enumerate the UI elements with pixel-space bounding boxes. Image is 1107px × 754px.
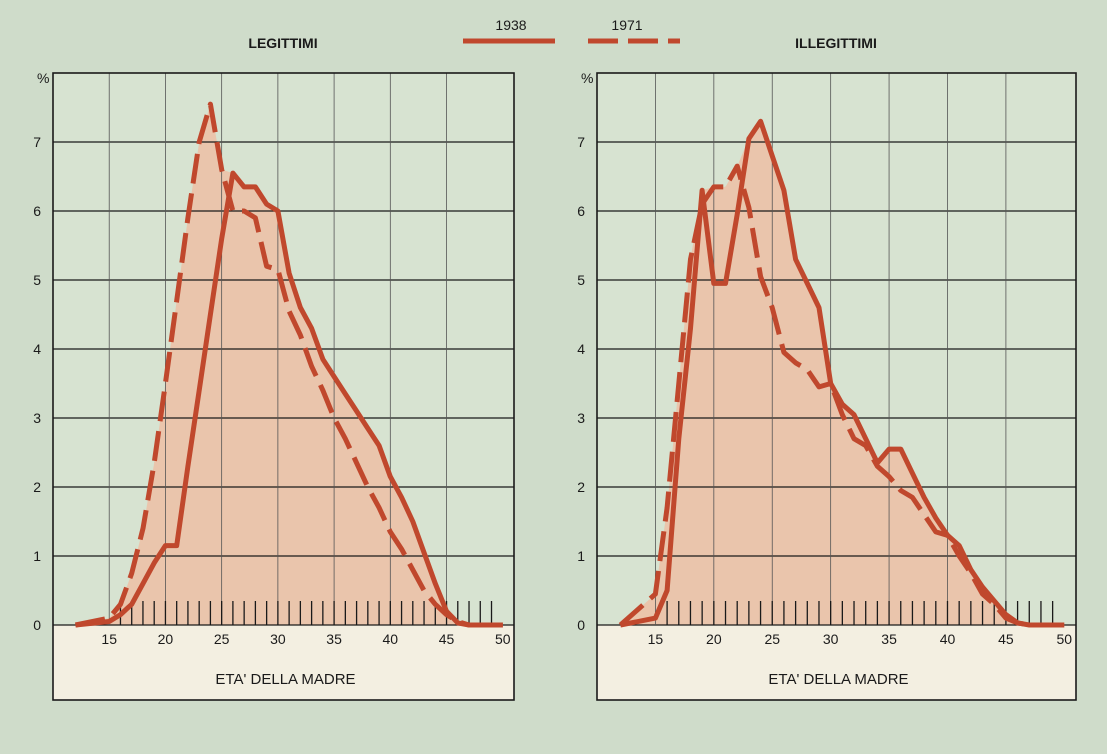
y-axis-label: %: [37, 70, 49, 86]
x-tick-label-20: 20: [706, 631, 722, 647]
x-tick-label-45: 45: [998, 631, 1014, 647]
x-tick-label-30: 30: [270, 631, 286, 647]
x-tick-label-35: 35: [881, 631, 897, 647]
legend-label-1971: 1971: [611, 17, 642, 33]
x-tick-label-40: 40: [940, 631, 956, 647]
y-tick-label-6: 6: [33, 203, 41, 219]
y-tick-label-6: 6: [577, 203, 585, 219]
y-tick-label-3: 3: [577, 410, 585, 426]
chart-title: ILLEGITTIMI: [795, 35, 877, 51]
y-tick-label-3: 3: [33, 410, 41, 426]
y-tick-label-0: 0: [577, 617, 585, 633]
y-tick-label-7: 7: [33, 134, 41, 150]
x-tick-label-45: 45: [439, 631, 455, 647]
y-tick-label-4: 4: [33, 341, 41, 357]
x-tick-label-40: 40: [383, 631, 399, 647]
y-tick-label-2: 2: [577, 479, 585, 495]
y-axis-label: %: [581, 70, 593, 86]
legend: 1938 1971: [463, 17, 680, 41]
y-tick-label-1: 1: [577, 548, 585, 564]
y-tick-label-7: 7: [577, 134, 585, 150]
x-axis-label: ETA' DELLA MADRE: [215, 671, 355, 688]
x-tick-label-35: 35: [326, 631, 342, 647]
y-tick-label-5: 5: [577, 272, 585, 288]
x-tick-label-25: 25: [764, 631, 780, 647]
x-tick-label-25: 25: [214, 631, 230, 647]
legend-label-1938: 1938: [495, 17, 526, 33]
x-axis-label: ETA' DELLA MADRE: [768, 671, 908, 688]
x-tick-label-15: 15: [648, 631, 664, 647]
x-tick-label-20: 20: [158, 631, 174, 647]
y-tick-label-0: 0: [33, 617, 41, 633]
x-tick-label-30: 30: [823, 631, 839, 647]
y-tick-label-1: 1: [33, 548, 41, 564]
x-tick-label-50: 50: [1057, 631, 1073, 647]
y-tick-label-5: 5: [33, 272, 41, 288]
chart-title: LEGITTIMI: [248, 35, 317, 51]
x-tick-label-50: 50: [495, 631, 511, 647]
x-tick-label-15: 15: [101, 631, 117, 647]
y-tick-label-4: 4: [577, 341, 585, 357]
y-tick-label-2: 2: [33, 479, 41, 495]
